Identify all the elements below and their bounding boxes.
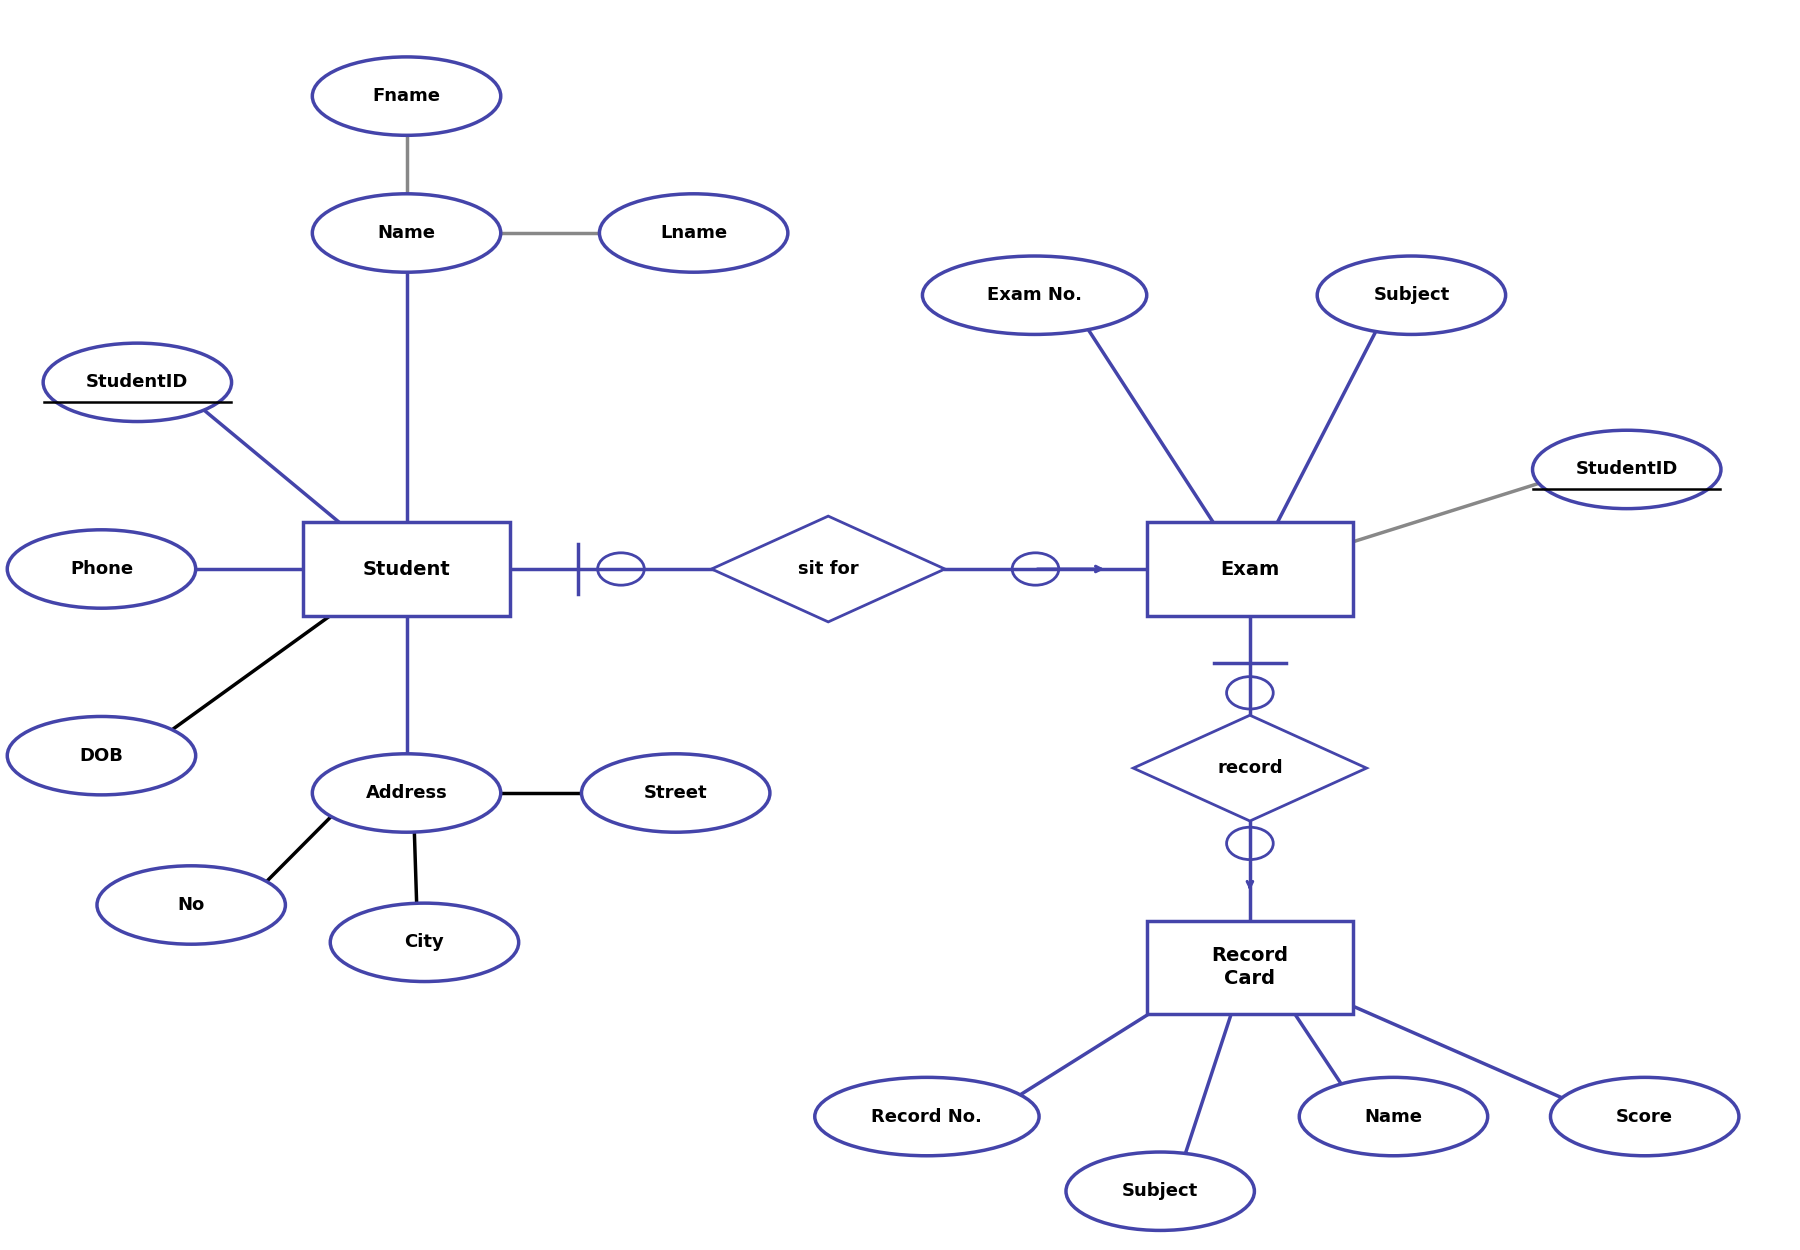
Ellipse shape [1318, 256, 1505, 335]
Ellipse shape [43, 344, 232, 421]
Text: DOB: DOB [79, 746, 124, 765]
Text: StudentID: StudentID [86, 374, 189, 391]
Text: Exam: Exam [1220, 560, 1280, 579]
Ellipse shape [7, 716, 196, 795]
Ellipse shape [313, 58, 500, 135]
FancyBboxPatch shape [304, 522, 509, 616]
Text: Subject: Subject [1121, 1182, 1199, 1200]
Text: StudentID: StudentID [1575, 460, 1678, 479]
Ellipse shape [581, 754, 770, 833]
Polygon shape [711, 516, 945, 622]
Text: Street: Street [644, 784, 707, 802]
Text: Lname: Lname [661, 224, 727, 243]
Text: Score: Score [1616, 1108, 1674, 1125]
FancyBboxPatch shape [1147, 522, 1354, 616]
Ellipse shape [922, 256, 1147, 335]
Text: Exam No.: Exam No. [986, 286, 1082, 304]
Text: record: record [1217, 759, 1283, 778]
Ellipse shape [7, 530, 196, 609]
Text: sit for: sit for [797, 560, 859, 578]
Ellipse shape [313, 754, 500, 833]
Text: Record
Card: Record Card [1211, 946, 1289, 989]
Ellipse shape [599, 194, 788, 272]
Text: Fname: Fname [373, 88, 441, 105]
Text: No: No [178, 896, 205, 914]
Ellipse shape [329, 904, 518, 981]
Ellipse shape [1550, 1078, 1739, 1156]
FancyBboxPatch shape [1147, 920, 1354, 1014]
Ellipse shape [313, 194, 500, 272]
Ellipse shape [1532, 430, 1721, 509]
Text: City: City [405, 934, 445, 951]
Text: Student: Student [362, 560, 450, 579]
Text: Name: Name [378, 224, 436, 243]
Text: Address: Address [365, 784, 448, 802]
Ellipse shape [815, 1078, 1039, 1156]
Text: Subject: Subject [1373, 286, 1449, 304]
Ellipse shape [1300, 1078, 1487, 1156]
Ellipse shape [1066, 1152, 1255, 1230]
Ellipse shape [97, 866, 286, 944]
Text: Name: Name [1364, 1108, 1422, 1125]
Text: Record No.: Record No. [871, 1108, 983, 1125]
Text: Phone: Phone [70, 560, 133, 578]
Polygon shape [1134, 715, 1366, 821]
